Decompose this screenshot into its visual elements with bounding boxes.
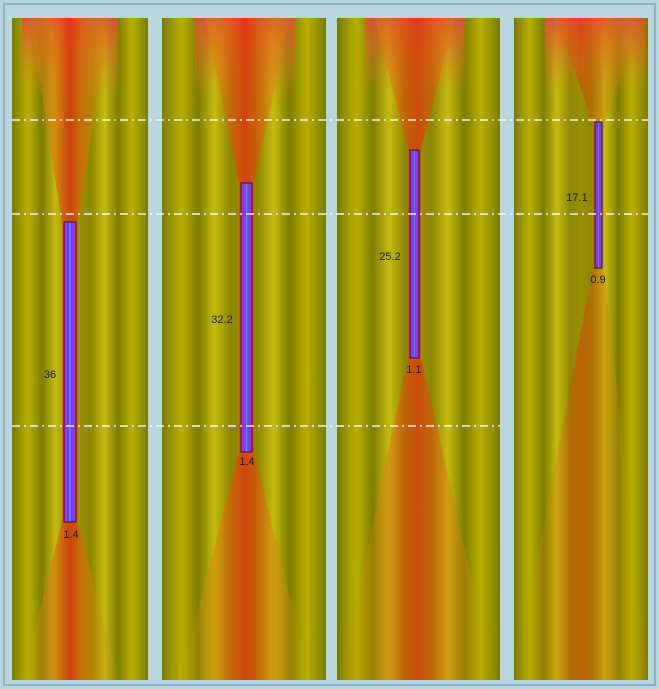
panel: 17.1 0.9 bbox=[514, 18, 648, 680]
focal-region bbox=[409, 149, 420, 359]
length-label: 36 bbox=[44, 369, 56, 381]
length-label: 32.2 bbox=[211, 314, 232, 326]
width-label: 1.4 bbox=[239, 456, 254, 468]
panel: 25.2 1.1 bbox=[337, 18, 500, 680]
width-label: 1.4 bbox=[63, 529, 78, 541]
beam-cone bbox=[514, 18, 648, 680]
length-label: 25.2 bbox=[379, 251, 400, 263]
width-label: 1.1 bbox=[406, 364, 421, 376]
focal-region bbox=[240, 182, 253, 453]
panel: 36 1.4 bbox=[12, 18, 148, 680]
frame-border bbox=[3, 3, 656, 686]
panel: 32.2 1.4 bbox=[162, 18, 326, 680]
focal-region bbox=[594, 121, 603, 269]
length-label: 17.1 bbox=[566, 192, 587, 204]
width-label: 0.9 bbox=[590, 274, 605, 286]
reference-lines bbox=[12, 119, 648, 427]
focal-region bbox=[63, 221, 77, 523]
